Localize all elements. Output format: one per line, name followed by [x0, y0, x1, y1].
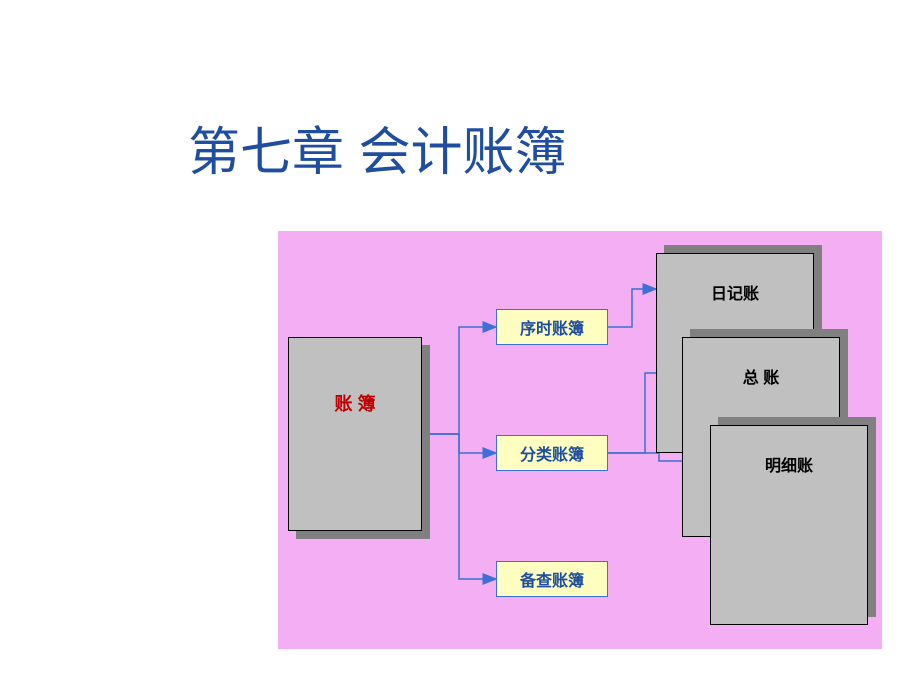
root-box: 账 簿 — [288, 337, 430, 539]
middle-box-label-ref: 备查账簿 — [520, 567, 584, 591]
page-title: 第七章 会计账簿 — [188, 110, 566, 185]
right-box-label-detail: 明细账 — [765, 452, 813, 476]
diagram-area: 账 簿 序时账簿分类账簿备查账簿 日记账总 账明细账 — [278, 231, 882, 649]
connector-root-cat — [422, 434, 496, 453]
right-box-label-ledger: 总 账 — [743, 364, 779, 388]
middle-box-label-seq: 序时账簿 — [520, 315, 584, 339]
middle-box-ref: 备查账簿 — [496, 561, 608, 597]
right-box-label-journal: 日记账 — [711, 280, 759, 304]
middle-box-label-cat: 分类账簿 — [520, 441, 584, 465]
connector-root-seq — [422, 327, 496, 434]
connector-root-ref — [422, 434, 496, 579]
right-box-detail: 明细账 — [710, 417, 876, 625]
middle-box-seq: 序时账簿 — [496, 309, 608, 345]
root-box-front: 账 簿 — [288, 337, 422, 531]
root-box-label: 账 簿 — [334, 390, 375, 416]
right-box-front-detail: 明细账 — [710, 425, 868, 625]
middle-box-cat: 分类账簿 — [496, 435, 608, 471]
connector-seq-journal — [608, 289, 656, 327]
